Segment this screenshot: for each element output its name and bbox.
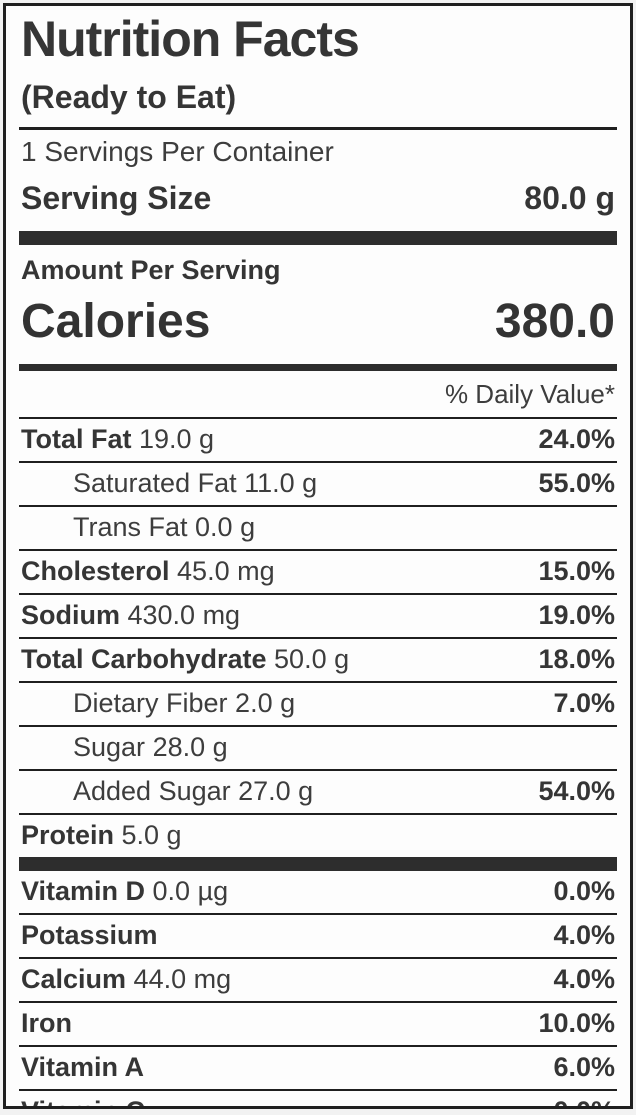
- nutrient-daily-value: 0.0%: [553, 1098, 615, 1106]
- nutrient-name-amount: Total Carbohydrate 50.0 g: [21, 644, 350, 675]
- daily-value-header: % Daily Value*: [444, 379, 615, 410]
- divider-bar-medium: [19, 364, 617, 372]
- nutrient-row: Potassium 4.0%: [19, 913, 617, 957]
- nutrient-name-amount: Cholesterol 45.0 mg: [21, 556, 275, 587]
- nutrient-row: Calcium 44.0 mg 4.0%: [19, 957, 617, 1001]
- serving-size-label: Serving Size: [21, 180, 212, 217]
- nutrient-daily-value: 10.0%: [538, 1008, 615, 1039]
- calories-row: Calories 380.0: [19, 290, 617, 364]
- nutrient-name-amount: Added Sugar 27.0 g: [73, 776, 314, 807]
- nutrient-name-amount: Vitamin A: [21, 1052, 145, 1083]
- nutrient-daily-value: 7.0%: [553, 688, 615, 719]
- serving-size-value: 80.0 g: [524, 180, 615, 217]
- nutrient-name-amount: Saturated Fat 11.0 g: [73, 468, 318, 499]
- nutrient-row: Vitamin D 0.0 µg 0.0%: [19, 871, 617, 913]
- nutrient-name-amount: Total Fat 19.0 g: [21, 424, 215, 455]
- nutrient-name-amount: Vitamin D 0.0 µg: [21, 876, 229, 907]
- calories-value: 380.0: [494, 295, 615, 349]
- nutrient-name-amount: Sugar 28.0 g: [73, 732, 228, 763]
- nutrient-name-amount: Sodium 430.0 mg: [21, 600, 241, 631]
- nutrient-daily-value: 55.0%: [538, 468, 615, 499]
- nutrient-row: Dietary Fiber 2.0 g 7.0%: [19, 681, 617, 725]
- nutrient-row: Protein 5.0 g: [19, 813, 617, 857]
- nutrient-row: Iron 10.0%: [19, 1001, 617, 1045]
- nutrient-name-amount: Trans Fat 0.0 g: [73, 512, 256, 543]
- calories-label: Calories: [21, 295, 211, 349]
- nutrient-daily-value: 0.0%: [553, 876, 615, 907]
- amount-per-serving: Amount Per Serving: [21, 255, 281, 286]
- nutrient-name-amount: Calcium 44.0 mg: [21, 964, 232, 995]
- nutrient-daily-value: 19.0%: [538, 600, 615, 631]
- nutrient-row: Saturated Fat 11.0 g 55.0%: [19, 461, 617, 505]
- nutrient-name-amount: Protein 5.0 g: [21, 820, 182, 851]
- nutrient-daily-value: 18.0%: [538, 644, 615, 675]
- nutrient-row: Sodium 430.0 mg 19.0%: [19, 593, 617, 637]
- nutrient-row: Total Fat 19.0 g 24.0%: [19, 417, 617, 461]
- nutrient-daily-value: 24.0%: [538, 424, 615, 455]
- nutrient-rows: Total Fat 19.0 g 24.0% Saturated Fat 11.0 …: [19, 417, 617, 857]
- nutrient-name-amount: Potassium: [21, 920, 158, 951]
- servings-per-container: 1 Servings Per Container: [21, 136, 334, 168]
- nutrient-daily-value: 15.0%: [538, 556, 615, 587]
- nutrient-daily-value: 4.0%: [553, 964, 615, 995]
- nutrient-row: Vitamin A 6.0%: [19, 1045, 617, 1089]
- label-subtitle: (Ready to Eat): [21, 79, 237, 115]
- nutrient-name-amount: Dietary Fiber 2.0 g: [73, 688, 296, 719]
- nutrient-daily-value: 6.0%: [553, 1052, 615, 1083]
- divider-thin: [19, 127, 617, 131]
- nutrient-row: Vitamin C 0.0%: [19, 1089, 617, 1106]
- divider-bar-thick-2: [19, 857, 617, 872]
- nutrient-daily-value: 54.0%: [538, 776, 615, 807]
- nutrient-row: Sugar 28.0 g: [19, 725, 617, 769]
- micronutrient-rows: Vitamin D 0.0 µg 0.0% Potassium 4.0% Calcium…: [19, 871, 617, 1106]
- nutrient-name-amount: Iron: [21, 1008, 72, 1039]
- divider-bar-thick: [19, 231, 617, 246]
- nutrient-row: Cholesterol 45.0 mg 15.0%: [19, 549, 617, 593]
- nutrient-name-amount: Vitamin C: [21, 1098, 145, 1106]
- nutrient-row: Total Carbohydrate 50.0 g 18.0%: [19, 637, 617, 681]
- serving-size-row: Serving Size 80.0 g: [19, 176, 617, 231]
- label-title: Nutrition Facts: [21, 11, 360, 67]
- nutrient-row: Trans Fat 0.0 g: [19, 505, 617, 549]
- nutrient-daily-value: 4.0%: [553, 920, 615, 951]
- nutrition-facts-label: Nutrition Facts (Ready to Eat) 1 Serving…: [3, 3, 633, 1109]
- nutrient-row: Added Sugar 27.0 g 54.0%: [19, 769, 617, 813]
